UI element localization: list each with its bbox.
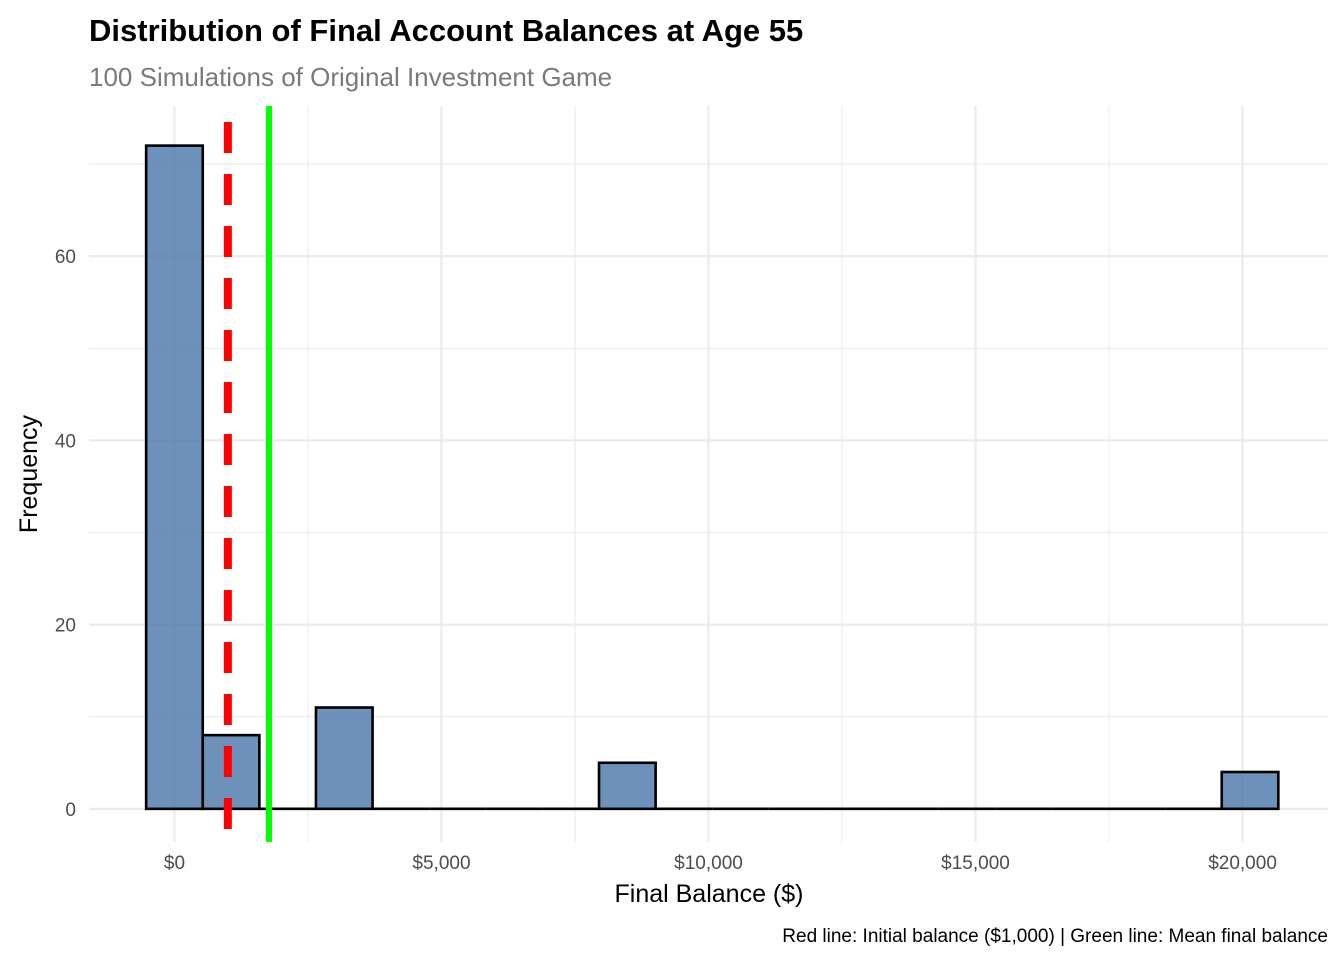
- histogram-bar: [144, 144, 205, 811]
- chart-caption: Red line: Initial balance ($1,000) | Gre…: [782, 926, 1328, 947]
- x-tick-label: $20,000: [1208, 853, 1277, 874]
- x-tick-label: $5,000: [412, 853, 470, 874]
- reference-lines: [223, 106, 272, 842]
- histogram-bar: [597, 761, 657, 811]
- x-tick-label: $0: [164, 853, 185, 874]
- x-tick-label: $10,000: [674, 853, 743, 874]
- y-tick-label: 40: [55, 431, 76, 452]
- x-axis-label: Final Balance ($): [615, 880, 804, 908]
- y-tick-label: 0: [65, 800, 76, 821]
- y-tick-label: 60: [55, 247, 76, 268]
- grid-layer: [89, 106, 1328, 842]
- x-tick-label: $15,000: [941, 853, 1010, 874]
- y-tick-label: 20: [55, 616, 76, 637]
- histogram-bar: [314, 706, 374, 811]
- tick-labels: $0 $5,000 $10,000 $15,000 $20,000 0 20 40 60: [55, 247, 1277, 874]
- y-axis-label: Frequency: [15, 414, 43, 533]
- chart-title: Distribution of Final Account Balances a…: [89, 13, 803, 48]
- chart-subtitle: 100 Simulations of Original Investment G…: [89, 62, 612, 92]
- histogram-bar: [1220, 770, 1280, 811]
